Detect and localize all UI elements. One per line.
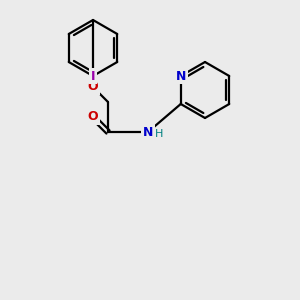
Text: H: H	[155, 129, 163, 139]
Text: O: O	[88, 80, 98, 94]
Text: O: O	[88, 110, 98, 124]
Text: N: N	[176, 70, 186, 83]
Text: N: N	[143, 125, 153, 139]
Text: I: I	[91, 70, 95, 83]
